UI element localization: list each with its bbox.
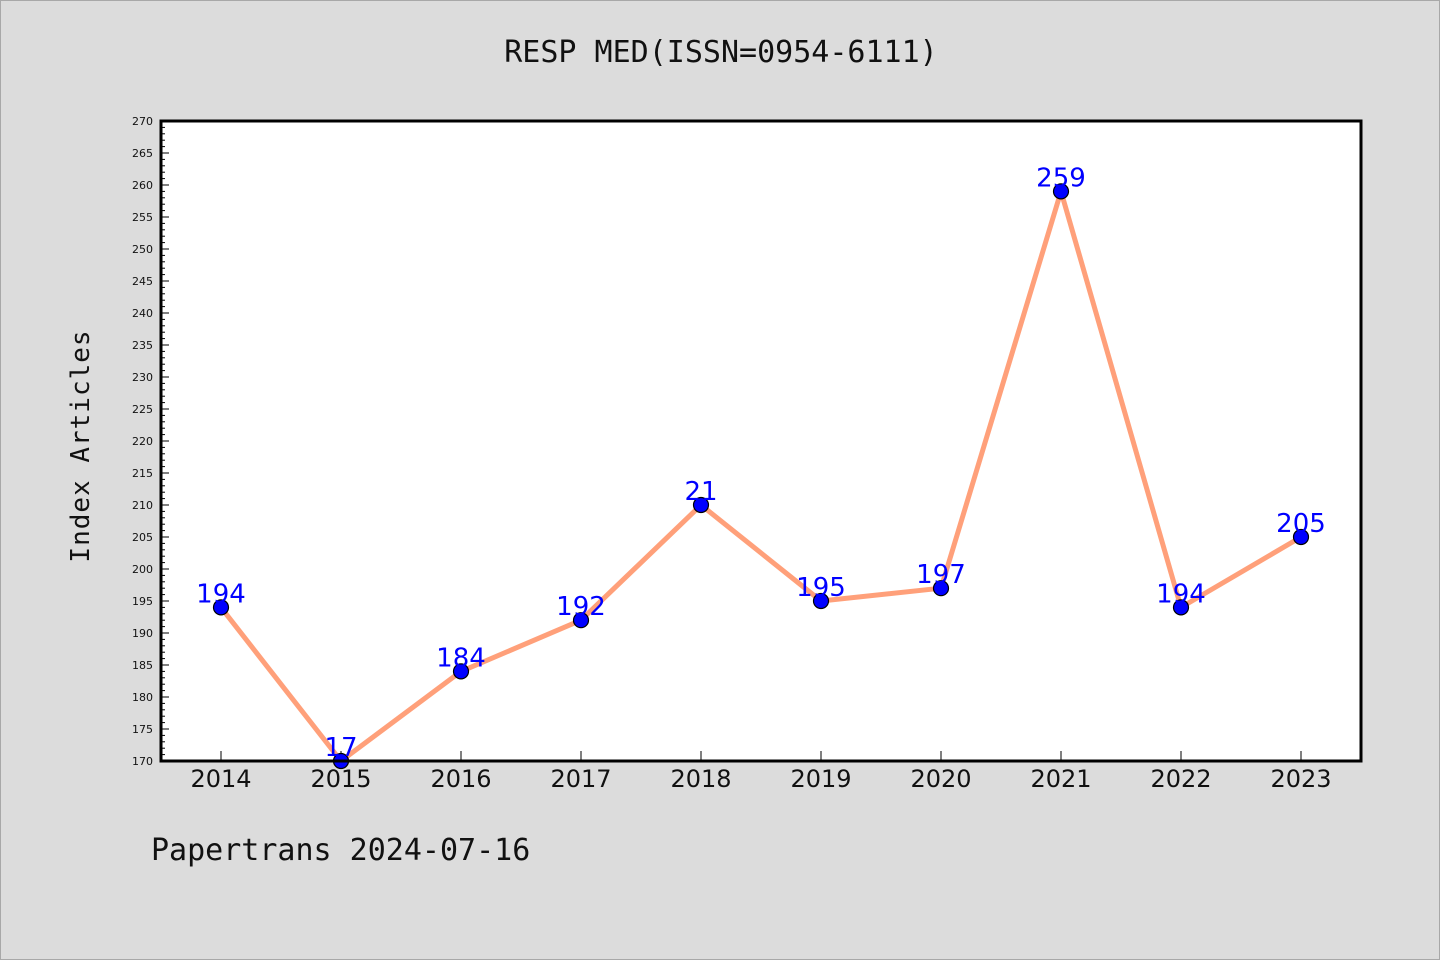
y-tick-label: 215 bbox=[132, 467, 153, 480]
data-point-marker bbox=[932, 580, 950, 597]
footer-text: Papertrans 2024-07-16 bbox=[151, 833, 531, 868]
data-point-marker bbox=[572, 612, 590, 629]
y-tick-label: 245 bbox=[132, 275, 153, 288]
data-label: 195 bbox=[796, 573, 846, 603]
data-labels: 194 17 184 192 21 195 197 259 194 205 bbox=[196, 163, 1326, 763]
y-tick-label: 270 bbox=[132, 115, 153, 128]
data-label: 205 bbox=[1276, 509, 1326, 539]
x-tick-label: 2022 bbox=[1150, 765, 1211, 793]
y-tick-label: 220 bbox=[132, 435, 153, 448]
markers bbox=[212, 183, 1310, 770]
y-tick-label: 185 bbox=[132, 659, 153, 672]
x-tick-label: 2016 bbox=[430, 765, 491, 793]
data-label: 21 bbox=[684, 477, 717, 507]
plot-frame bbox=[159, 119, 1363, 763]
x-axis: 2014 2015 2016 2017 2018 2019 2020 2021 2022 2023 bbox=[190, 751, 1332, 793]
data-point-marker bbox=[812, 592, 830, 610]
x-tick-label: 2023 bbox=[1270, 765, 1331, 793]
y-tick-label: 255 bbox=[132, 211, 153, 224]
data-point-marker bbox=[212, 599, 230, 616]
data-label: 197 bbox=[916, 560, 966, 590]
x-tick-label: 2018 bbox=[670, 765, 731, 793]
data-point-marker bbox=[452, 663, 470, 680]
plot-area bbox=[161, 121, 1361, 761]
x-tick-label: 2017 bbox=[550, 765, 611, 793]
y-axis: 170 175 180 185 190 195 200 205 210 215 220 225 230 2… bbox=[132, 115, 169, 768]
data-label: 192 bbox=[556, 592, 606, 622]
series-line bbox=[218, 188, 1304, 764]
y-tick-label: 195 bbox=[132, 595, 153, 608]
data-label: 259 bbox=[1036, 163, 1086, 193]
y-tick-label: 250 bbox=[132, 243, 153, 256]
y-tick-label: 235 bbox=[132, 339, 153, 352]
y-tick-label: 190 bbox=[132, 627, 153, 640]
y-tick-label: 200 bbox=[132, 563, 153, 576]
x-tick-label: 2019 bbox=[790, 765, 851, 793]
data-point-marker bbox=[1052, 183, 1070, 200]
data-point-marker bbox=[692, 496, 710, 514]
y-tick-label: 205 bbox=[132, 531, 153, 544]
y-tick-label: 240 bbox=[132, 307, 153, 320]
y-tick-label: 265 bbox=[132, 147, 153, 160]
data-label: 194 bbox=[196, 579, 246, 609]
y-tick-label: 180 bbox=[132, 691, 153, 704]
chart-title: RESP MED(ISSN=0954-6111) bbox=[504, 35, 938, 70]
y-tick-label: 260 bbox=[132, 179, 153, 192]
data-point-marker bbox=[1172, 599, 1190, 616]
y-tick-label: 210 bbox=[132, 499, 153, 512]
x-tick-label: 2020 bbox=[910, 765, 971, 793]
data-label: 184 bbox=[436, 643, 486, 673]
data-label: 17 bbox=[324, 733, 357, 763]
y-tick-label: 225 bbox=[132, 403, 153, 416]
x-tick-label: 2014 bbox=[190, 765, 251, 793]
data-label: 194 bbox=[1156, 579, 1206, 609]
y-tick-label: 230 bbox=[132, 371, 153, 384]
y-tick-label: 170 bbox=[132, 755, 153, 768]
x-tick-label: 2021 bbox=[1030, 765, 1091, 793]
y-tick-label: 175 bbox=[132, 723, 153, 736]
data-point-marker bbox=[1292, 528, 1310, 546]
x-tick-label: 2015 bbox=[310, 765, 371, 793]
